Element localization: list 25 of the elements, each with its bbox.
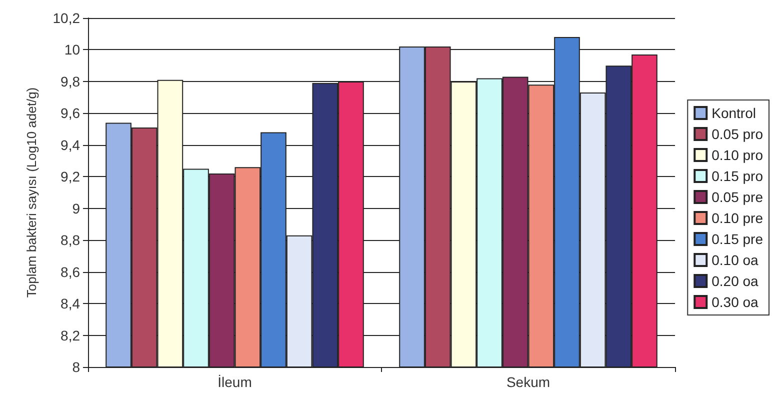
legend-label: 0.05 pro — [712, 126, 764, 142]
y-tick-label: 8,4 — [60, 296, 80, 312]
legend-label: 0.05 pre — [712, 189, 764, 205]
y-tick-label: 9,8 — [60, 73, 80, 90]
y-tick-label: 10,2 — [52, 10, 80, 26]
legend-label: Kontrol — [712, 105, 756, 121]
legend-label: 0.10 pre — [712, 210, 764, 226]
y-tick-label: 9,2 — [60, 168, 80, 185]
legend-label: 0.15 pro — [712, 168, 764, 184]
y-tick-label: 8,2 — [60, 327, 80, 344]
legend-label: 0.30 oa — [712, 294, 759, 310]
legend-label: 0.10 oa — [712, 252, 759, 268]
y-tick-label: 9,6 — [60, 105, 80, 122]
y-tick-label: 9,4 — [60, 136, 80, 153]
y-tick-label: 10 — [64, 42, 80, 58]
y-tick-label: 9 — [72, 200, 80, 216]
legend-label: 0.20 oa — [712, 273, 759, 289]
y-tick-label: 8,8 — [60, 232, 80, 248]
legend-label: 0.10 pro — [712, 147, 764, 163]
y-tick-label: 8,6 — [60, 264, 80, 280]
y-axis-title: Toplam bakteri sayısı (Log10 adet/g) — [24, 87, 39, 298]
x-tick-label: İleum — [218, 374, 252, 390]
y-tick-label: 8 — [72, 359, 80, 375]
legend-label: 0.15 pre — [712, 231, 764, 247]
x-tick-label: Sekum — [506, 374, 550, 390]
